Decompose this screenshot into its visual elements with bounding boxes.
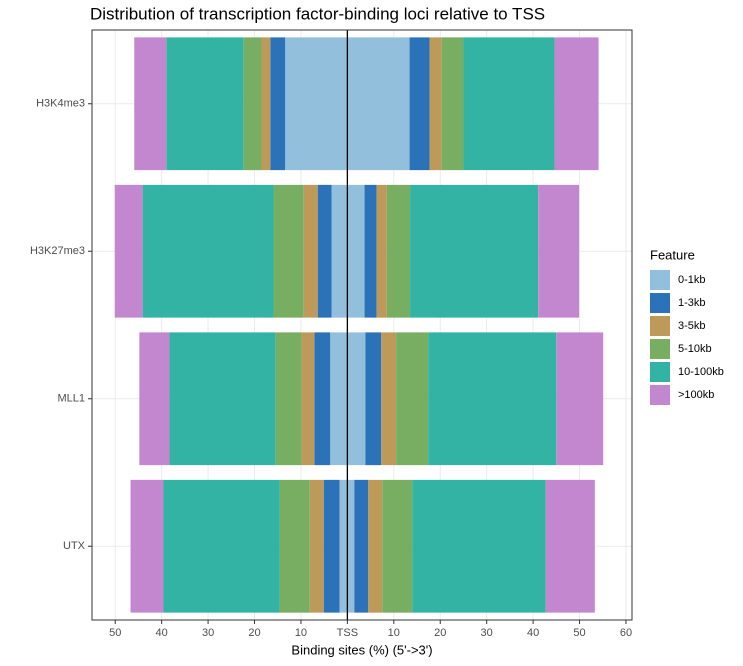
- bar-segment: [134, 37, 167, 171]
- bar-segment: [354, 479, 369, 613]
- bar-segment: [429, 37, 442, 171]
- bar-segment: [309, 479, 324, 613]
- x-tick-label: 50: [573, 627, 585, 639]
- x-tick-label: 50: [109, 627, 121, 639]
- x-tick-label: 10: [388, 627, 400, 639]
- bar-segment: [463, 37, 555, 171]
- bar-segment: [412, 479, 546, 613]
- bar-segment: [331, 184, 348, 318]
- bar-segment: [323, 479, 340, 613]
- bar-segment: [409, 37, 430, 171]
- bar-segment: [376, 184, 387, 318]
- bar-segment: [114, 184, 143, 318]
- y-tick-label: MLL1: [57, 393, 85, 405]
- legend-label: 1-3kb: [678, 297, 706, 309]
- bar-segment: [364, 184, 377, 318]
- x-tick-label: 60: [620, 627, 632, 639]
- legend-title: Feature: [650, 247, 695, 262]
- legend-key: [650, 362, 670, 382]
- bar-segment: [428, 332, 557, 466]
- x-tick-label: 30: [202, 627, 214, 639]
- bar-segment: [169, 332, 276, 466]
- legend-key: [650, 316, 670, 336]
- bar-segment: [142, 184, 274, 318]
- bar-segment: [273, 184, 304, 318]
- bar-segment: [139, 332, 170, 466]
- legend-key: [650, 385, 670, 405]
- legend-label: 5-10kb: [678, 343, 712, 355]
- panel-border: [91, 29, 633, 621]
- x-tick-label: 30: [481, 627, 493, 639]
- bar-segment: [556, 332, 604, 466]
- legend-label: >100kb: [678, 389, 714, 401]
- bar-segment: [261, 37, 271, 171]
- bar-segment: [285, 37, 348, 171]
- bar-segment: [538, 184, 580, 318]
- bar-segment: [386, 184, 411, 318]
- x-tick-label: 20: [434, 627, 446, 639]
- bar-segment: [347, 332, 366, 466]
- legend-key: [650, 339, 670, 359]
- bar-segment: [166, 37, 244, 171]
- legend-key: [650, 293, 670, 313]
- bar-segment: [270, 37, 286, 171]
- bar-segment: [317, 184, 332, 318]
- y-tick-label: H3K4me3: [36, 98, 85, 110]
- bar-segment: [365, 332, 382, 466]
- x-tick-label: 40: [527, 627, 539, 639]
- bar-segment: [130, 479, 164, 613]
- bar-segment: [347, 184, 365, 318]
- x-tick-label: TSS: [337, 627, 358, 639]
- bar-segment: [441, 37, 464, 171]
- bar-segment: [410, 184, 539, 318]
- bar-segment: [303, 184, 318, 318]
- bar-segment: [347, 479, 355, 613]
- bar-segment: [275, 332, 302, 466]
- bar-segment: [545, 479, 595, 613]
- y-tick-label: H3K27me3: [30, 245, 85, 257]
- bar-segment: [314, 332, 331, 466]
- x-axis-title: Binding sites (%) (5'->3'): [291, 642, 432, 657]
- bar-segment: [382, 479, 413, 613]
- y-tick-label: UTX: [63, 540, 86, 552]
- bar-segment: [339, 479, 348, 613]
- legend-label: 0-1kb: [678, 274, 706, 286]
- chart-title: Distribution of transcription factor-bin…: [90, 4, 545, 23]
- x-tick-label: 10: [295, 627, 307, 639]
- legend-key: [650, 270, 670, 290]
- x-tick-label: 20: [248, 627, 260, 639]
- bar-segment: [396, 332, 429, 466]
- bar-segment: [554, 37, 599, 171]
- bar-segment: [163, 479, 280, 613]
- bar-segment: [347, 37, 410, 171]
- legend-label: 10-100kb: [678, 366, 724, 378]
- bar-segment: [279, 479, 310, 613]
- bar-segment: [381, 332, 397, 466]
- bar-segment: [301, 332, 315, 466]
- bar-segment: [368, 479, 383, 613]
- legend-label: 3-5kb: [678, 320, 706, 332]
- bar-segment: [243, 37, 262, 171]
- x-tick-label: 40: [156, 627, 168, 639]
- bar-segment: [330, 332, 348, 466]
